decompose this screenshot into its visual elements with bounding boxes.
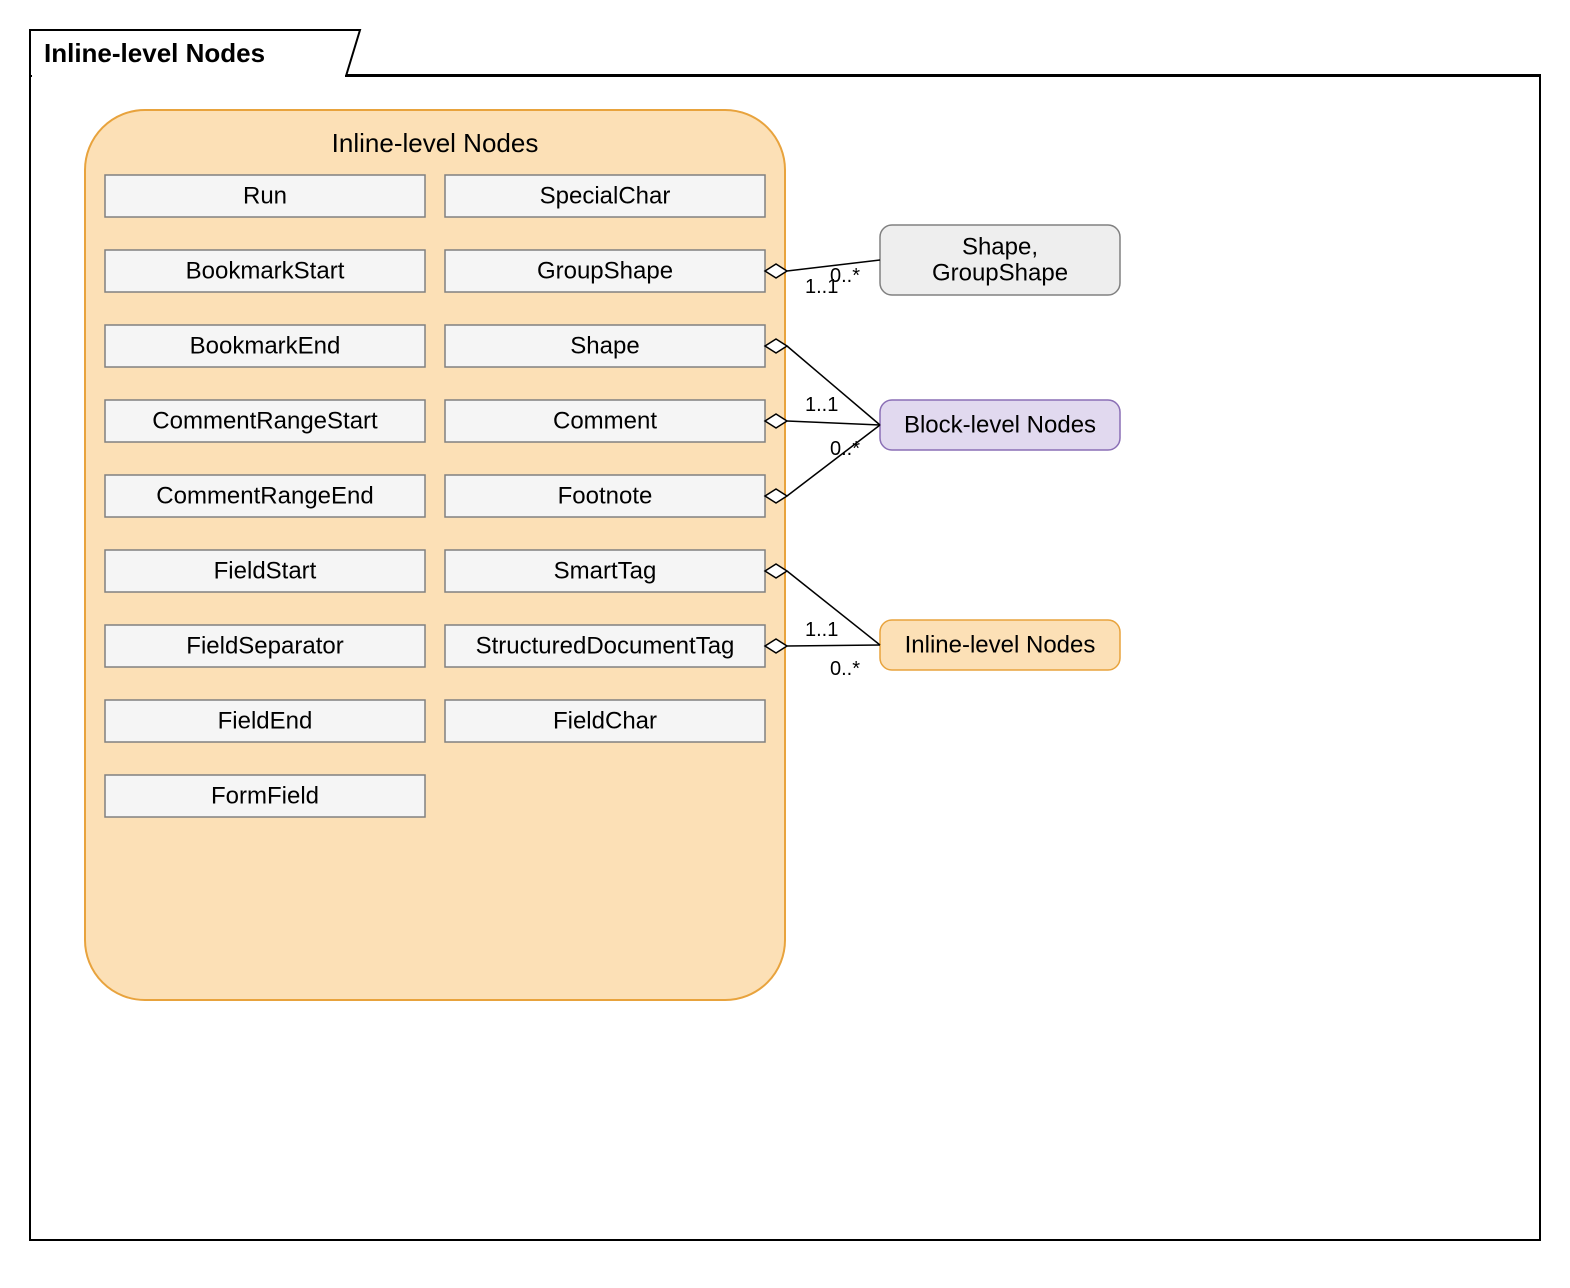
node-label-l1: BookmarkStart [186, 257, 345, 284]
node-label-l6: FieldSeparator [186, 632, 343, 659]
node-label-r7: FieldChar [553, 707, 657, 734]
ext-label-block-level-0: Block-level Nodes [904, 411, 1096, 438]
frame-title: Inline-level Nodes [44, 38, 265, 68]
node-label-r3: Comment [553, 407, 657, 434]
mult-far-5: 0..* [830, 658, 860, 680]
ext-label-shape-groupshape-1: GroupShape [932, 259, 1068, 286]
mult-far-2: 0..* [830, 438, 860, 460]
node-label-r4: Footnote [558, 482, 653, 509]
connector-2 [787, 421, 880, 425]
connector-3 [787, 425, 880, 496]
node-label-l4: CommentRangeEnd [156, 482, 373, 509]
node-label-l2: BookmarkEnd [190, 332, 341, 359]
node-label-l8: FormField [211, 782, 319, 809]
mult-near-5: 1..1 [805, 619, 838, 641]
mult-far-0: 0..* [830, 265, 860, 287]
node-label-r0: SpecialChar [540, 182, 671, 209]
node-label-l7: FieldEnd [218, 707, 313, 734]
node-label-r5: SmartTag [554, 557, 657, 584]
node-label-l0: Run [243, 182, 287, 209]
node-label-l5: FieldStart [214, 557, 317, 584]
ext-label-shape-groupshape-0: Shape, [962, 233, 1038, 260]
container-title: Inline-level Nodes [332, 128, 539, 158]
connector-5 [787, 645, 880, 646]
node-label-r6: StructuredDocumentTag [476, 632, 735, 659]
mult-near-2: 1..1 [805, 394, 838, 416]
node-label-r2: Shape [570, 332, 639, 359]
ext-label-inline-level-0: Inline-level Nodes [905, 631, 1096, 658]
node-label-r1: GroupShape [537, 257, 673, 284]
node-label-l3: CommentRangeStart [152, 407, 378, 434]
